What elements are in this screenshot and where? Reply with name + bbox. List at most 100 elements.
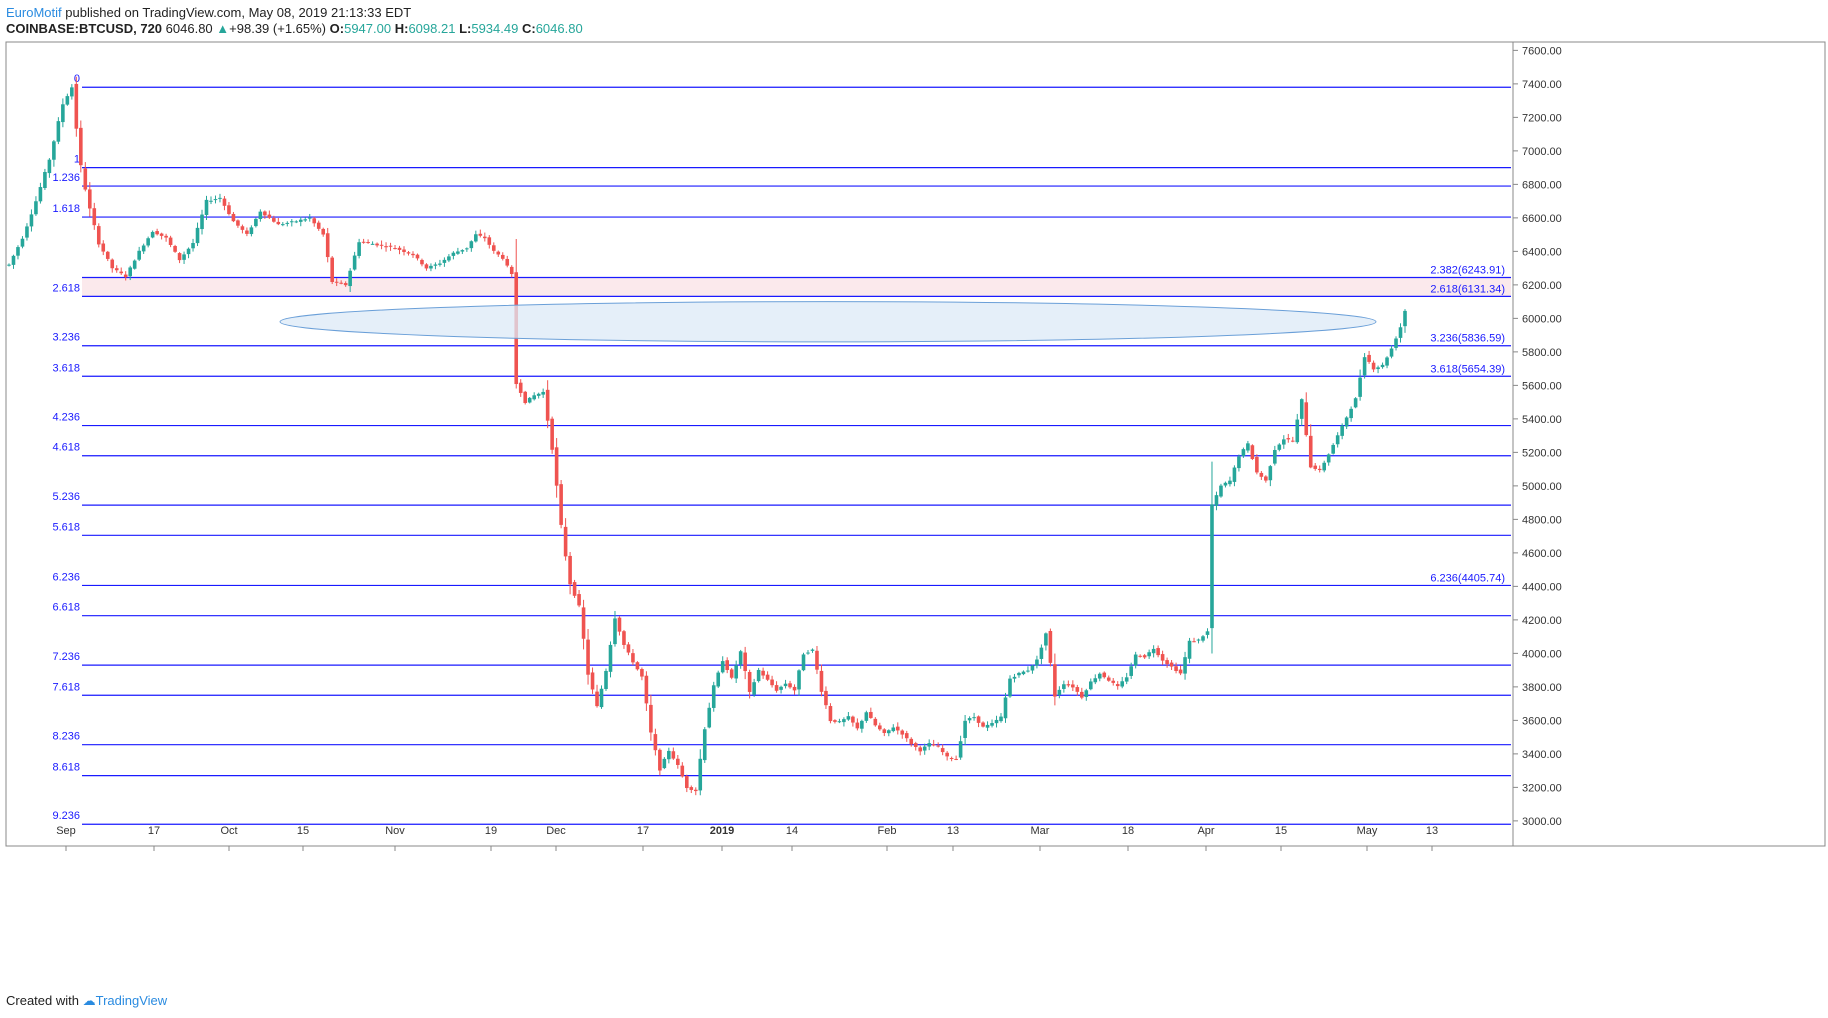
tradingview-brand[interactable]: TradingView (95, 993, 168, 1008)
candle-body (276, 221, 281, 225)
y-tick-label: 5000.00 (1522, 481, 1562, 493)
candle-body (128, 267, 132, 277)
candle-body (168, 237, 173, 245)
candle-body (729, 669, 734, 678)
candle-body (1053, 664, 1057, 697)
candle-body (563, 526, 568, 557)
candle-body (1093, 678, 1098, 683)
candle-body (1403, 310, 1407, 327)
candle-body (379, 244, 384, 246)
candle-body (590, 672, 595, 690)
x-tick-label: 17 (148, 825, 160, 837)
candle-body (307, 217, 312, 219)
candle-body (586, 639, 590, 675)
candle-body (1178, 669, 1183, 674)
y-tick-label: 7200.00 (1522, 112, 1562, 124)
candle-body (312, 218, 317, 224)
candle-body (397, 247, 402, 250)
candle-body (1331, 444, 1335, 454)
x-tick-label: Nov (385, 825, 405, 837)
candle-body (96, 226, 101, 245)
x-tick-label: 13 (1426, 825, 1438, 837)
candle-body (43, 171, 47, 188)
fib-right-label: 3.618(5654.39) (1430, 363, 1505, 375)
price-change: +98.39 (+1.65%) (229, 21, 327, 36)
candle-body (1187, 640, 1192, 659)
candle-body (577, 594, 581, 606)
y-tick-label: 3800.00 (1522, 682, 1562, 694)
x-tick-label: 19 (485, 825, 497, 837)
candle-body (604, 670, 608, 690)
candle-body (1030, 665, 1035, 671)
y-tick-label: 4000.00 (1522, 648, 1562, 660)
candle-body (833, 720, 837, 722)
candle-body (509, 266, 514, 275)
candle-body (406, 252, 411, 254)
candle-body (1147, 652, 1151, 657)
candle-body (1196, 639, 1201, 641)
candles-group (7, 76, 1407, 796)
candle-body (1012, 676, 1017, 679)
fib-label: 4.236 (52, 412, 80, 424)
fib-label: 2.618 (52, 282, 80, 294)
candle-body (334, 281, 339, 283)
x-tick-label: Apr (1197, 825, 1214, 837)
low-value: 5934.49 (471, 21, 519, 36)
x-tick-label: 14 (786, 825, 798, 837)
candle-body (496, 251, 501, 255)
candle-body (1362, 357, 1367, 376)
candle-body (240, 226, 245, 230)
fib-label: 1.618 (52, 203, 80, 215)
candle-body (931, 744, 936, 746)
author-link[interactable]: EuroMotif (6, 5, 62, 20)
candle-body (483, 236, 487, 239)
candle-body (617, 617, 622, 632)
candle-body (70, 87, 74, 97)
candle-body (1282, 439, 1286, 445)
candle-body (662, 758, 667, 769)
candle-body (1106, 677, 1111, 681)
candle-body (676, 758, 680, 765)
candle-body (864, 712, 869, 721)
candle-body (541, 391, 545, 395)
candle-body (79, 127, 83, 166)
candle-body (1340, 425, 1344, 436)
candle-body (550, 418, 554, 450)
candle-body (245, 230, 249, 234)
candle-body (680, 765, 685, 777)
candle-body (707, 707, 712, 728)
x-tick-label: 13 (947, 825, 959, 837)
candle-body (599, 688, 604, 708)
candle-body (34, 201, 38, 215)
fib-right-label: 2.618(6131.34) (1430, 283, 1505, 295)
candle-body (936, 745, 940, 747)
symbol-name: COINBASE:BTCUSD, 720 (6, 21, 163, 36)
candle-body (1246, 443, 1250, 451)
candle-body (487, 237, 492, 245)
candle-body (289, 221, 294, 223)
resistance-zone (82, 277, 1511, 297)
candle-body (429, 265, 433, 269)
x-tick-label: Feb (878, 825, 897, 837)
candle-body (891, 727, 896, 732)
candle-body (1075, 687, 1080, 692)
candle-body (900, 730, 905, 735)
candle-body (940, 748, 945, 753)
y-tick-label: 4600.00 (1522, 548, 1562, 560)
fib-label: 6.236 (52, 571, 80, 583)
candle-body (967, 718, 972, 721)
change-up-icon: ▲ (216, 21, 230, 36)
candle-body (1026, 670, 1030, 672)
candle-body (958, 741, 963, 758)
fib-label: 7.236 (52, 651, 80, 663)
candle-body (806, 652, 810, 654)
candle-body (999, 716, 1003, 722)
candle-body (110, 259, 115, 269)
candle-body (1156, 648, 1160, 656)
candle-body (1205, 631, 1210, 635)
candle-body (1160, 654, 1165, 661)
candle-body (711, 685, 716, 708)
candle-body (702, 729, 707, 761)
candle-body (316, 222, 321, 229)
